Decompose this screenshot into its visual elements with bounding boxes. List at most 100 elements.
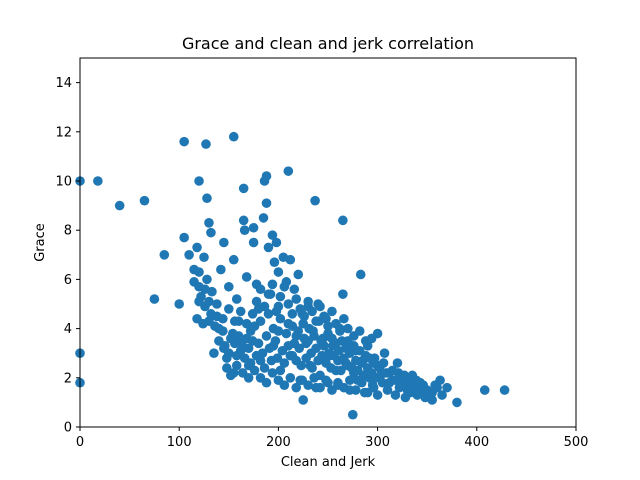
scatter-point [239, 225, 250, 235]
scatter-point [338, 289, 348, 299]
scatter-point [326, 363, 336, 373]
scatter-point [224, 348, 234, 359]
scatter-point [229, 316, 240, 327]
scatter-point [298, 395, 309, 405]
scatter-point [499, 385, 510, 395]
scatter-point [303, 296, 313, 307]
scatter-point [219, 237, 229, 248]
scatter-point [285, 254, 296, 265]
scatter-point [356, 377, 367, 388]
scatter-point [206, 227, 216, 238]
scatter-point [247, 309, 258, 319]
scatter-point [275, 365, 286, 376]
scatter-point [358, 370, 369, 381]
scatter-point [392, 358, 403, 368]
scatter-point [93, 176, 103, 186]
scatter-point [309, 373, 319, 383]
ticks-layer: 0 100 200 300 400 500 0 2 4 6 8 10 12 14 [55, 76, 588, 450]
scatter-point [139, 195, 150, 206]
scatter-point [209, 348, 219, 359]
scatter-point [212, 299, 222, 309]
scatter-point [149, 294, 160, 304]
scatter-point [220, 341, 230, 351]
scatter-point [243, 343, 254, 354]
scatter-point [291, 294, 302, 304]
scatter-point [307, 363, 317, 373]
scatter-point [335, 326, 345, 336]
scatter-point [337, 336, 347, 346]
scatter-point [307, 306, 317, 317]
scatter-point [295, 304, 306, 314]
scatter-point [194, 296, 204, 307]
scatter-point [194, 267, 204, 277]
y-tick-label: 2 [64, 371, 72, 386]
x-tick-label: 0 [76, 435, 84, 450]
scatter-point [235, 306, 246, 317]
scatter-point [233, 331, 244, 341]
scatter-point [241, 272, 252, 282]
scatter-point [204, 296, 214, 307]
scatter-point [309, 331, 319, 341]
scatter-point [179, 136, 189, 147]
scatter-point [263, 242, 274, 253]
scatter-point [275, 313, 286, 324]
scatter-point [281, 328, 292, 339]
scatter-point [323, 321, 333, 331]
scatter-point [279, 380, 290, 390]
x-tick-label: 300 [365, 435, 390, 450]
scatter-point [289, 284, 300, 295]
scatter-point [273, 267, 284, 277]
scatter-point [379, 348, 390, 359]
scatter-point [270, 336, 281, 346]
scatter-point [267, 279, 278, 290]
scatter-point [218, 326, 228, 336]
scatter-point [294, 343, 305, 354]
scatter-point [248, 222, 259, 233]
scatter-point [259, 363, 270, 373]
scatter-point [218, 313, 228, 324]
scatter-point [206, 309, 216, 319]
y-tick-label: 10 [55, 175, 72, 190]
scatter-point [200, 284, 210, 295]
scatter-point [319, 341, 329, 351]
scatter-point [311, 316, 321, 327]
scatter-point [382, 385, 393, 395]
points-layer [75, 131, 510, 420]
scatter-point [194, 176, 204, 186]
scatter-point [427, 387, 437, 398]
y-axis-label: Grace [33, 223, 48, 262]
scatter-point [159, 250, 170, 260]
scatter-point [354, 326, 365, 336]
scatter-point [414, 387, 425, 398]
scatter-point [299, 311, 309, 322]
scatter-point [327, 385, 337, 395]
scatter-point [255, 316, 266, 327]
scatter-point [350, 385, 361, 395]
scatter-point [202, 274, 212, 285]
y-tick-label: 4 [64, 322, 72, 337]
scatter-point [390, 390, 401, 400]
scatter-point [339, 313, 349, 324]
scatter-point [245, 358, 256, 368]
scatter-point [228, 131, 239, 142]
scatter-point [241, 318, 252, 329]
scatter-point [199, 252, 209, 263]
scatter-point [184, 250, 194, 260]
scatter-point [283, 166, 294, 176]
scatter-point [315, 382, 325, 393]
scatter-point [291, 382, 302, 393]
scatter-point [267, 368, 278, 378]
scatter-point [204, 218, 214, 228]
scatter-point [231, 350, 242, 361]
y-tick-label: 0 [64, 421, 72, 436]
scatter-point [315, 301, 325, 312]
scatter-point [427, 395, 437, 405]
scatter-point [321, 375, 331, 386]
scatter-point [327, 306, 337, 317]
scatter-point [229, 338, 240, 349]
scatter-point [343, 323, 353, 334]
scatter-point [228, 254, 239, 265]
scatter-point [267, 230, 278, 240]
scatter-point [174, 299, 184, 309]
